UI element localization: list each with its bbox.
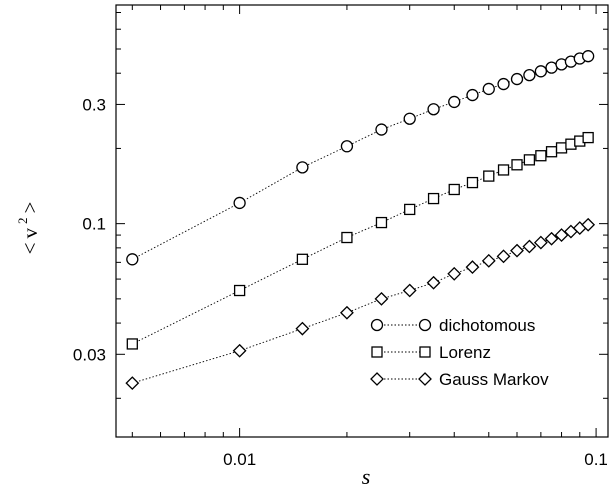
legend-marker <box>370 372 384 386</box>
y-axis-label-open: < <box>18 243 42 255</box>
series-dichotomous <box>126 50 595 266</box>
y-tick-label: 0.3 <box>82 95 106 114</box>
data-point-dichotomous <box>497 77 510 91</box>
legend-label: dichotomous <box>439 316 535 335</box>
data-point-dichotomous <box>523 68 536 82</box>
legend-marker <box>418 318 432 332</box>
y-axis-label: < v 2 > <box>14 202 42 255</box>
data-point-dichotomous <box>340 140 354 153</box>
legend-item-lorenz: Lorenz <box>371 343 491 362</box>
data-point-gauss-markov <box>544 231 559 246</box>
data-point-gauss-markov <box>295 321 310 336</box>
data-point-lorenz <box>427 192 440 205</box>
y-axis-label-power: 2 <box>15 218 30 225</box>
y-axis-label-close: > <box>18 202 42 214</box>
data-point-dichotomous <box>545 61 558 74</box>
series-lorenz <box>126 131 594 350</box>
data-point-dichotomous <box>534 65 548 78</box>
data-point-dichotomous <box>403 112 416 125</box>
data-point-dichotomous <box>466 88 479 102</box>
data-point-lorenz <box>483 170 495 182</box>
legend-marker <box>419 346 431 358</box>
y-tick-label: 0.1 <box>82 215 106 234</box>
data-point-dichotomous <box>375 123 388 136</box>
x-axis-label: s <box>362 464 371 489</box>
data-point-gauss-markov <box>125 376 140 391</box>
data-point-gauss-markov <box>426 275 441 290</box>
series-layer <box>125 50 596 391</box>
data-point-lorenz <box>497 164 510 176</box>
data-point-gauss-markov <box>510 243 524 258</box>
data-point-lorenz <box>404 203 416 216</box>
data-point-lorenz <box>545 146 558 158</box>
series-gauss-markov <box>125 217 596 391</box>
data-point-dichotomous <box>296 161 309 174</box>
data-point-dichotomous <box>126 253 139 266</box>
data-point-gauss-markov <box>340 305 354 320</box>
data-point-lorenz <box>341 231 353 244</box>
legend-marker <box>370 318 384 332</box>
legend: dichotomous Lorenz Gauss Markov <box>370 316 549 389</box>
data-point-gauss-markov <box>581 217 596 232</box>
series-line-dichotomous <box>132 55 589 260</box>
data-point-gauss-markov <box>465 260 480 275</box>
data-point-gauss-markov <box>402 283 417 298</box>
data-point-lorenz <box>582 131 594 144</box>
data-point-gauss-markov <box>232 343 247 358</box>
data-point-dichotomous <box>448 95 461 109</box>
plot-frame <box>115 4 609 438</box>
data-point-lorenz <box>448 183 460 196</box>
data-point-lorenz <box>126 338 138 350</box>
data-point-dichotomous <box>510 72 524 86</box>
data-point-gauss-markov <box>496 249 511 264</box>
data-point-lorenz <box>466 176 479 189</box>
data-point-gauss-markov <box>447 266 462 281</box>
data-point-lorenz <box>555 142 568 154</box>
y-tick-label: 0.03 <box>73 345 106 364</box>
legend-label: Gauss Markov <box>439 370 549 389</box>
data-point-gauss-markov <box>522 239 537 254</box>
x-tick-label: 0.1 <box>584 450 608 469</box>
data-point-lorenz <box>535 150 547 162</box>
y-axis-label-symbol: v <box>18 228 42 239</box>
legend-label: Lorenz <box>439 343 491 362</box>
data-point-lorenz <box>296 253 309 265</box>
data-point-gauss-markov <box>374 291 389 306</box>
data-point-gauss-markov <box>533 235 548 250</box>
data-point-dichotomous <box>427 103 440 116</box>
data-point-dichotomous <box>581 50 595 63</box>
legend-item-dichotomous: dichotomous <box>370 316 535 335</box>
data-point-lorenz <box>511 159 523 171</box>
svg-text:< v 2 >: < v 2 > <box>14 202 42 255</box>
x-tick-label: 0.01 <box>223 450 256 469</box>
legend-marker <box>371 346 383 358</box>
legend-item-gauss-markov: Gauss Markov <box>370 370 549 389</box>
data-point-lorenz <box>233 284 246 297</box>
data-point-lorenz <box>523 154 536 166</box>
data-point-gauss-markov <box>481 253 496 268</box>
data-point-lorenz <box>375 216 388 229</box>
data-point-dichotomous <box>233 196 246 210</box>
axis-ticks: 0.03 0.1 0.3 0.01 0.1 <box>73 5 608 469</box>
data-point-dichotomous <box>482 82 495 96</box>
legend-marker <box>418 372 432 386</box>
data-point-gauss-markov <box>554 228 569 242</box>
